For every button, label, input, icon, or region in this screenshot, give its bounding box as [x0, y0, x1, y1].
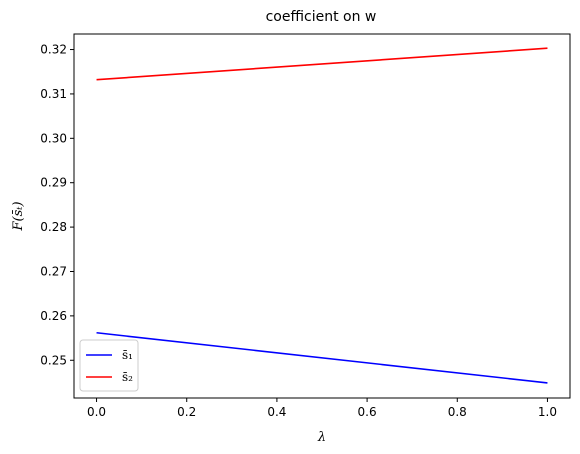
x-tick-label: 0.2: [177, 405, 196, 419]
series-layer: [96, 47, 548, 384]
x-tick-label: 0.0: [87, 405, 106, 419]
series-line-1: [96, 331, 548, 384]
x-tick-label: 0.6: [358, 405, 377, 419]
y-tick-label: 0.32: [40, 43, 67, 57]
x-axis-label: λ: [317, 430, 326, 445]
plot-area-frame: [73, 33, 571, 399]
chart-title: coefficient on w: [266, 9, 377, 25]
y-tick-label: 0.25: [40, 353, 67, 367]
legend-box: [79, 339, 139, 392]
legend-label-2: s̄₂: [122, 370, 133, 384]
y-axis-label: F(s̄ₜ): [11, 201, 26, 231]
y-axis-ticks: 0.25 0.26 0.27 0.28 0.29 0.30 0.31 0.32: [40, 43, 74, 367]
y-tick-label: 0.31: [40, 87, 67, 101]
x-tick-label: 0.4: [267, 405, 286, 419]
y-tick-label: 0.27: [40, 264, 67, 278]
x-axis-ticks: 0.0 0.2 0.4 0.6 0.8 1.0: [87, 398, 557, 419]
y-tick-label: 0.29: [40, 176, 67, 190]
series-line-2: [96, 47, 548, 81]
x-tick-label: 1.0: [538, 405, 557, 419]
y-tick-label: 0.26: [40, 309, 67, 323]
legend: s̄₁ s̄₂: [79, 339, 139, 392]
legend-label-1: s̄₁: [122, 348, 133, 362]
x-tick-label: 0.8: [448, 405, 467, 419]
legend-items: s̄₁ s̄₂: [86, 348, 133, 384]
y-tick-label: 0.28: [40, 220, 67, 234]
y-tick-label: 0.30: [40, 131, 67, 145]
